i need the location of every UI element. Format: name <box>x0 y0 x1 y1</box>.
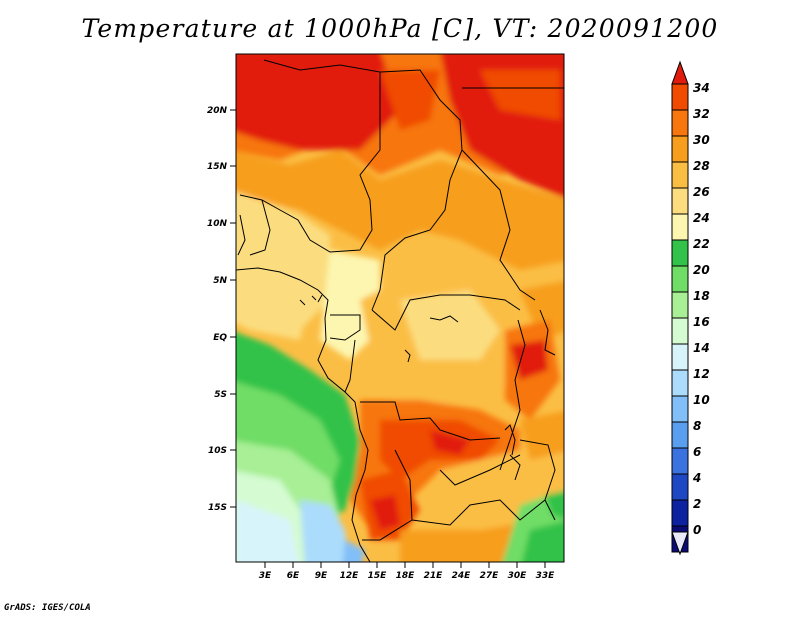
colorbar-label: 18 <box>693 289 710 303</box>
colorbar-label: 0 <box>693 523 701 537</box>
colorbar-swatch <box>671 473 689 501</box>
colorbar-label: 16 <box>693 315 710 329</box>
lat-label: 15S <box>208 503 227 513</box>
colorbar-bottom-arrow <box>671 531 689 556</box>
lat-label: 10N <box>207 219 228 229</box>
colorbar-label: 2 <box>693 497 701 511</box>
colorbar-swatch <box>671 135 689 163</box>
colorbar-label: 22 <box>693 237 710 251</box>
colorbar-swatch <box>671 265 689 293</box>
colorbar-swatch <box>671 343 689 371</box>
colorbar-label: 14 <box>693 341 710 355</box>
lon-label: 33E <box>536 571 556 581</box>
lon-label: 30E <box>508 571 528 581</box>
colorbar-swatch <box>671 239 689 267</box>
colorbar-swatch <box>671 109 689 137</box>
colorbar-label: 20 <box>693 263 710 277</box>
temperature-field <box>236 54 564 562</box>
lat-label: 5N <box>213 276 227 286</box>
colorbar-label: 34 <box>693 81 710 95</box>
lon-label: 27E <box>480 571 500 581</box>
lat-label: EQ <box>213 333 227 343</box>
colorbar-swatch <box>671 213 689 241</box>
colorbar-swatch <box>671 83 689 111</box>
lon-axis: 3E 6E 9E 12E 15E 18E 21E 24E 27E 30E 33E <box>259 562 555 581</box>
colorbar-swatch <box>671 317 689 345</box>
colorbar-swatch <box>671 161 689 189</box>
lon-label: 3E <box>259 571 272 581</box>
colorbar-label: 4 <box>692 471 701 485</box>
colorbar-swatch <box>671 291 689 319</box>
lat-label: 15N <box>207 162 228 172</box>
colorbar: 34 32 30 28 26 24 22 20 18 16 14 12 10 8… <box>671 60 710 556</box>
lon-label: 6E <box>287 571 300 581</box>
colorbar-label: 6 <box>693 445 701 459</box>
lat-label: 20N <box>207 106 228 116</box>
colorbar-swatch <box>671 395 689 423</box>
colorbar-label: 28 <box>693 159 710 173</box>
colorbar-label: 12 <box>693 367 710 381</box>
colorbar-label: 10 <box>693 393 710 407</box>
lon-label: 12E <box>340 571 360 581</box>
colorbar-label: 8 <box>693 419 701 433</box>
country-borders <box>236 59 564 562</box>
colorbar-top-arrow <box>671 60 689 85</box>
colorbar-label: 30 <box>693 133 710 147</box>
colorbar-swatch <box>671 421 689 449</box>
lon-label: 18E <box>396 571 416 581</box>
colorbar-label: 24 <box>693 211 710 225</box>
colorbar-label: 32 <box>693 107 710 121</box>
colorbar-swatch <box>671 369 689 397</box>
lat-axis: 20N 15N 10N 5N EQ 5S 10S 15S <box>207 106 236 513</box>
credit-text: GrADS: IGES/COLA <box>4 603 91 613</box>
lon-label: 15E <box>368 571 388 581</box>
lon-label: 9E <box>315 571 328 581</box>
lon-label: 21E <box>424 571 444 581</box>
colorbar-swatch <box>671 499 689 527</box>
colorbar-swatch <box>671 447 689 475</box>
lat-label: 10S <box>208 446 227 456</box>
plot-title: Temperature at 1000hPa [C], VT: 20200912… <box>81 14 719 43</box>
lat-label: 5S <box>214 390 227 400</box>
colorbar-swatch <box>671 187 689 215</box>
lon-label: 24E <box>452 571 472 581</box>
map-frame <box>235 53 565 563</box>
colorbar-label: 26 <box>693 185 710 199</box>
